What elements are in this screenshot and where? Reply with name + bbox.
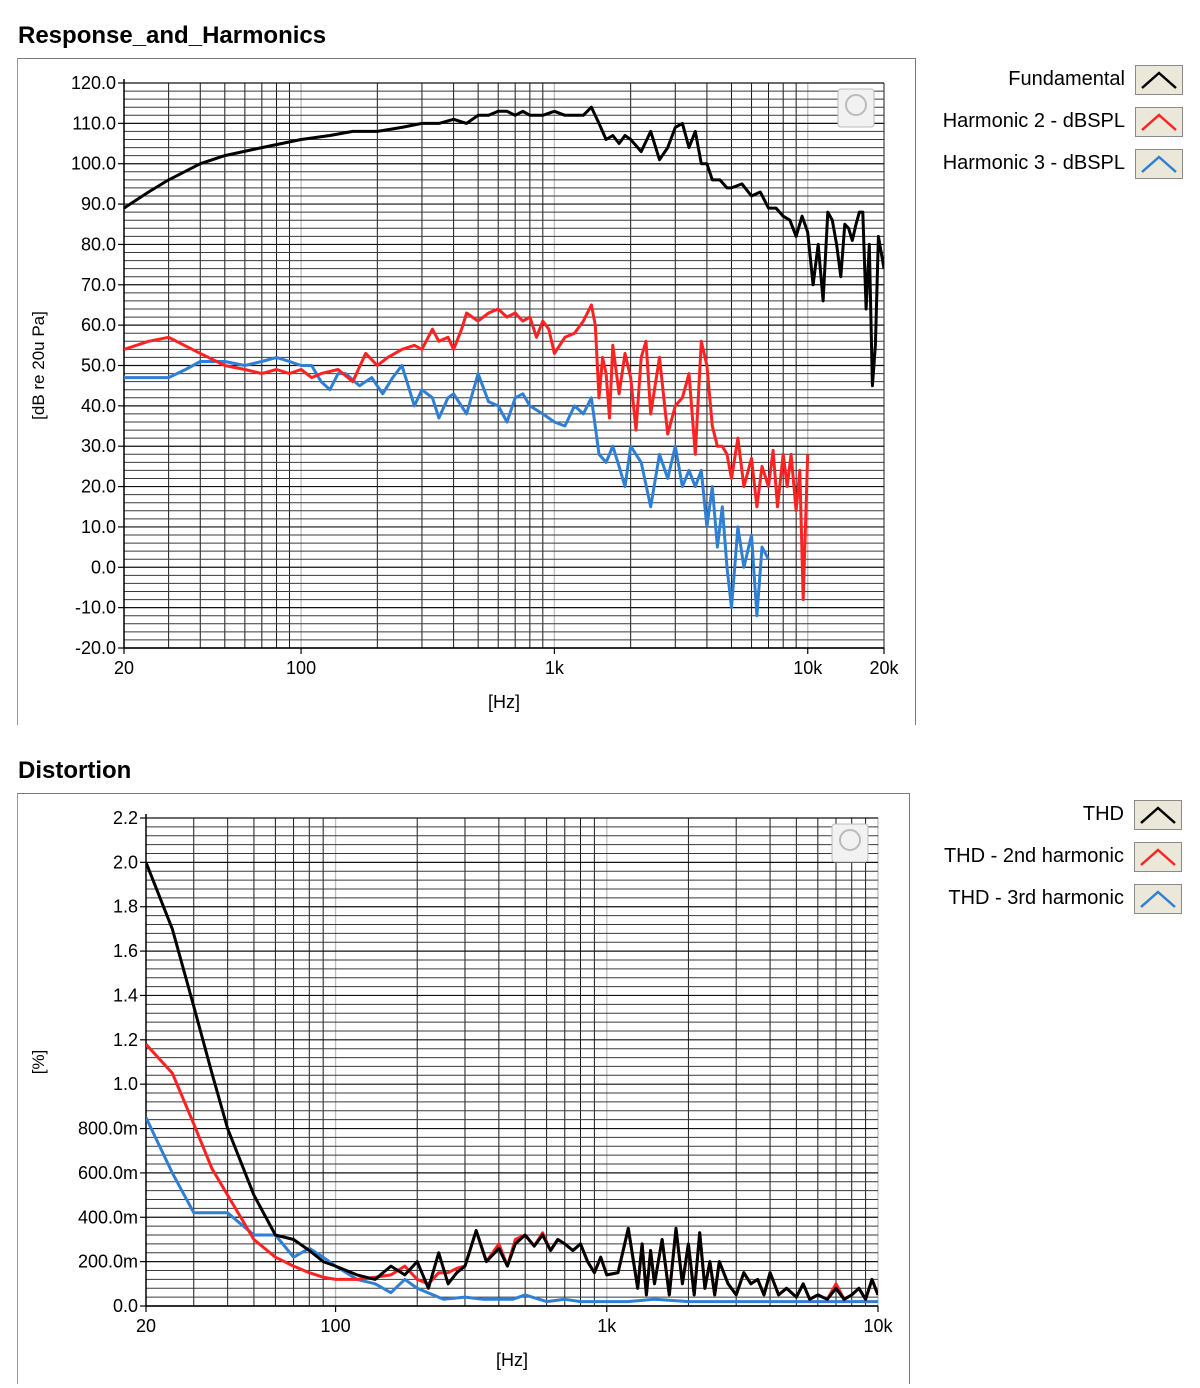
y-tick-label: 0.0 — [113, 1296, 138, 1316]
y-tick-label: -20.0 — [75, 638, 116, 658]
x-tick-label: 1k — [597, 1316, 617, 1336]
legend: THD THD - 2nd harmonic THD - 3rd harmonic — [909, 795, 1194, 945]
legend: Fundamental Harmonic 2 - dBSPL Harmonic 3 … — [915, 60, 1195, 210]
series-line — [124, 105, 884, 388]
y-tick-label: 100.0 — [71, 154, 116, 174]
y-tick-label: 70.0 — [81, 275, 116, 295]
legend-swatch-icon[interactable] — [1134, 842, 1182, 872]
plot-area — [146, 818, 878, 1306]
legend-swatch-icon[interactable] — [1134, 884, 1182, 914]
legend-entry: Fundamental — [1008, 68, 1125, 90]
y-tick-label: 200.0m — [78, 1252, 138, 1272]
y-tick-label: 10.0 — [81, 517, 116, 537]
y-tick-label: 1.8 — [113, 897, 138, 917]
y-tick-label: 0.0 — [91, 557, 116, 577]
y-tick-label: -10.0 — [75, 598, 116, 618]
x-tick-label: 10k — [793, 658, 823, 678]
chart-title: Response_and_Harmonics — [18, 22, 327, 49]
y-tick-label: 80.0 — [81, 234, 116, 254]
response-chart: -20.0 -10.0 0.0 10.0 20.0 30.0 40.0 50.0 60.0 70.… — [29, 73, 900, 712]
legend-swatch-icon[interactable] — [1135, 149, 1183, 179]
legend-entry: Harmonic 2 - dBSPL — [942, 110, 1125, 132]
x-tick-label: 20 — [136, 1316, 156, 1336]
y-tick-label: 120.0 — [71, 73, 116, 93]
head-icon — [837, 88, 875, 128]
y-tick-label: 600.0m — [78, 1163, 138, 1183]
legend-entry: THD — [1082, 803, 1124, 825]
x-tick-label: 1k — [545, 658, 565, 678]
grid — [145, 817, 879, 1307]
x-tick-label: 100 — [321, 1316, 351, 1336]
y-tick-label: 90.0 — [81, 194, 116, 214]
legend-swatch-icon[interactable] — [1134, 800, 1182, 830]
chart-title: Distortion — [18, 757, 132, 784]
y-tick-label: 50.0 — [81, 356, 116, 376]
y-tick-label: 60.0 — [81, 315, 116, 335]
y-tick-label: 400.0m — [78, 1207, 138, 1227]
legend-swatch-icon[interactable] — [1135, 65, 1183, 95]
legend-entry: THD - 2nd harmonic — [943, 845, 1124, 867]
x-tick-label: 100 — [286, 658, 316, 678]
x-axis-label: [Hz] — [496, 1350, 528, 1370]
y-axis-label: [dB re 20u Pa] — [29, 311, 48, 420]
y-tick-label: 1.2 — [113, 1030, 138, 1050]
x-axis-label: [Hz] — [488, 692, 520, 712]
y-tick-label: 2.2 — [113, 808, 138, 828]
y-tick-label: 1.0 — [113, 1074, 138, 1094]
head-icon — [831, 823, 869, 863]
series-line — [124, 303, 810, 602]
y-tick-label: 1.6 — [113, 941, 138, 961]
y-tick-label: 110.0 — [72, 113, 116, 133]
y-tick-label: 20.0 — [81, 477, 116, 497]
x-tick-label: 20 — [114, 658, 134, 678]
distortion-chart: 0.0 200.0m 400.0m 600.0m 800.0m 1.0 1.2 1.4 1.6 1… — [29, 808, 894, 1370]
legend-swatch-icon[interactable] — [1135, 107, 1183, 137]
y-tick-label: 2.0 — [113, 852, 138, 872]
legend-entry: Harmonic 3 - dBSPL — [942, 152, 1125, 174]
series-line — [146, 861, 878, 1301]
chart-panel — [17, 58, 916, 725]
legend-entry: THD - 3rd harmonic — [948, 887, 1124, 909]
y-axis-label: [%] — [29, 1050, 48, 1075]
x-tick-label: 10k — [863, 1316, 893, 1336]
y-tick-label: 40.0 — [81, 396, 116, 416]
y-tick-label: 1.4 — [113, 985, 138, 1005]
y-tick-label: 30.0 — [81, 436, 116, 456]
x-tick-label: 20k — [869, 658, 899, 678]
series-line — [124, 355, 770, 618]
y-tick-label: 800.0m — [78, 1119, 138, 1139]
series-line — [146, 1116, 878, 1304]
chart-panel — [17, 793, 910, 1384]
